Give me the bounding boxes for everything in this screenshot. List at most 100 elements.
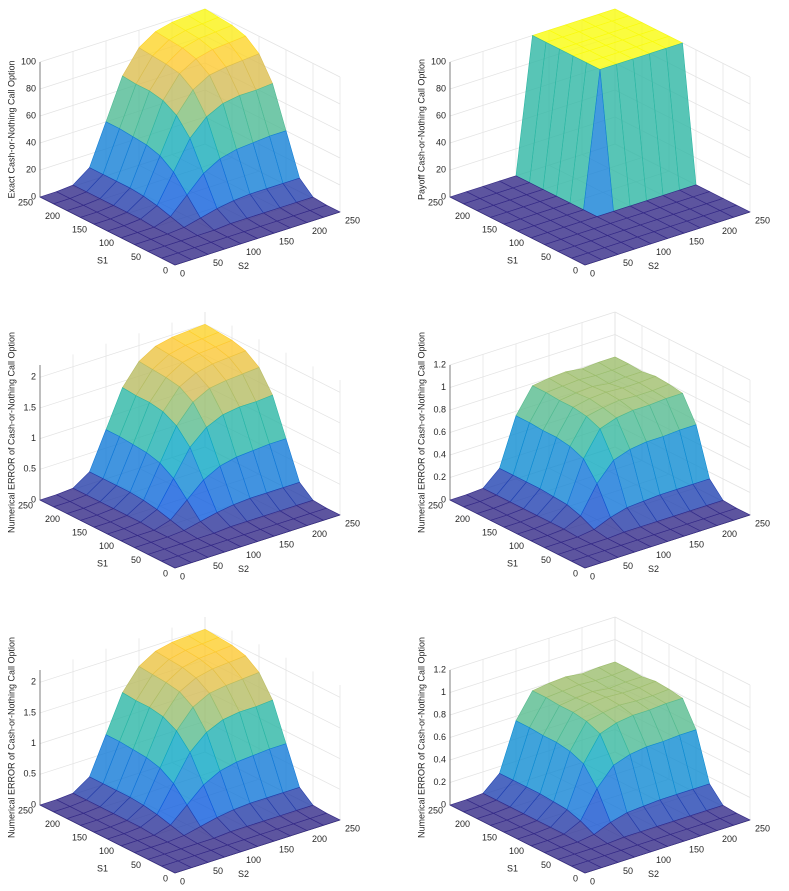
z-tick-label: 1 — [31, 738, 36, 748]
x-tick-label: 200 — [312, 529, 327, 539]
z-tick-label: 0 — [31, 494, 36, 504]
x-axis-label: S2 — [238, 564, 249, 574]
z-tick-label: 80 — [26, 83, 36, 93]
y-tick-label: 100 — [99, 238, 114, 248]
y-tick-label: 100 — [509, 846, 524, 856]
y-tick-label: 250 — [18, 805, 33, 815]
y-tick-label: 0 — [163, 873, 168, 883]
z-tick-label: 100 — [431, 56, 446, 66]
z-tick-label: 1 — [31, 433, 36, 443]
z-tick-label: 0.5 — [23, 464, 36, 474]
wall-grid-line — [449, 311, 616, 366]
y-tick-label: 0 — [573, 873, 578, 883]
wall-grid-line — [614, 311, 751, 381]
x-tick-label: 100 — [656, 855, 671, 865]
y-axis-label: S1 — [507, 863, 518, 873]
y-tick-label: 50 — [131, 555, 141, 565]
y-tick-label: 200 — [45, 211, 60, 221]
x-tick-label: 100 — [246, 550, 261, 560]
z-tick-label: 0.6 — [433, 732, 446, 742]
z-axis-label: Payoff Cash-or-Nothing Call Option — [416, 59, 426, 200]
wall-grid-line — [204, 323, 341, 393]
wall-grid-line — [204, 8, 341, 78]
x-axis-label: S2 — [648, 869, 659, 879]
x-tick-label: 0 — [180, 268, 185, 278]
y-tick-label: 100 — [99, 541, 114, 551]
x-tick-label: 250 — [345, 215, 360, 225]
surface-plot: 05010015020025005010015020025000.20.40.6… — [416, 311, 770, 581]
x-axis-label: S2 — [648, 564, 659, 574]
y-tick-label: 250 — [428, 197, 443, 207]
x-tick-label: 100 — [656, 247, 671, 257]
y-tick-label: 250 — [428, 805, 443, 815]
y-tick-label: 0 — [573, 265, 578, 275]
x-tick-label: 50 — [623, 258, 633, 268]
z-tick-label: 0 — [441, 494, 446, 504]
x-tick-label: 50 — [213, 258, 223, 268]
surface-plot: 0501001502002500501001502002500204060801… — [6, 8, 360, 278]
y-tick-label: 100 — [509, 541, 524, 551]
surface-plot: 05010015020025005010015020025000.511.52N… — [6, 312, 360, 581]
surface-patch — [160, 252, 193, 266]
wall-grid-line — [449, 616, 616, 671]
x-tick-label: 0 — [590, 268, 595, 278]
y-tick-label: 150 — [72, 833, 87, 843]
z-tick-label: 0 — [31, 799, 36, 809]
x-tick-label: 200 — [722, 529, 737, 539]
y-tick-label: 200 — [45, 819, 60, 829]
x-tick-label: 250 — [345, 518, 360, 528]
x-tick-label: 0 — [590, 876, 595, 886]
surface-patch — [570, 252, 603, 266]
y-tick-label: 250 — [428, 500, 443, 510]
surface-patch — [160, 860, 193, 874]
z-tick-label: 0.2 — [433, 472, 446, 482]
z-tick-label: 0.8 — [433, 709, 446, 719]
z-tick-label: 40 — [26, 137, 36, 147]
z-tick-label: 80 — [436, 83, 446, 93]
x-tick-label: 50 — [623, 561, 633, 571]
y-tick-label: 150 — [72, 528, 87, 538]
y-tick-label: 250 — [18, 197, 33, 207]
x-tick-label: 100 — [656, 550, 671, 560]
y-tick-label: 200 — [455, 819, 470, 829]
x-tick-label: 50 — [213, 561, 223, 571]
x-tick-label: 50 — [213, 866, 223, 876]
z-tick-label: 0 — [441, 191, 446, 201]
wall-grid-line — [614, 356, 751, 426]
z-tick-label: 1 — [441, 687, 446, 697]
x-tick-label: 0 — [180, 571, 185, 581]
z-axis-label: Numerical ERROR of Cash-or-Nothing Call … — [6, 637, 16, 838]
x-tick-label: 200 — [312, 226, 327, 236]
y-tick-label: 0 — [163, 568, 168, 578]
wall-grid-line — [39, 8, 206, 63]
x-tick-label: 0 — [590, 571, 595, 581]
z-tick-label: 0 — [441, 799, 446, 809]
wall-grid-line — [39, 323, 206, 378]
y-tick-label: 250 — [18, 500, 33, 510]
surface-patch — [160, 555, 193, 569]
wall-grid-line — [614, 661, 751, 731]
y-axis-label: S1 — [97, 255, 108, 265]
x-axis-label: S2 — [238, 869, 249, 879]
y-tick-label: 150 — [482, 528, 497, 538]
z-tick-label: 1.5 — [23, 707, 36, 717]
x-tick-label: 250 — [345, 823, 360, 833]
y-axis-label: S1 — [97, 558, 108, 568]
z-tick-label: 1 — [441, 382, 446, 392]
x-tick-label: 150 — [279, 540, 294, 550]
wall-grid-line — [449, 334, 616, 388]
wall-grid-line — [204, 628, 341, 698]
x-tick-label: 150 — [689, 237, 704, 247]
z-tick-label: 0.8 — [433, 404, 446, 414]
y-tick-label: 100 — [509, 238, 524, 248]
z-tick-label: 100 — [21, 56, 36, 66]
surface-plot: 0501001502002500501001502002500204060801… — [416, 8, 770, 278]
x-tick-label: 100 — [246, 247, 261, 257]
z-tick-label: 0.4 — [433, 754, 446, 764]
y-tick-label: 50 — [541, 555, 551, 565]
x-tick-label: 250 — [755, 823, 770, 833]
y-tick-label: 50 — [131, 860, 141, 870]
y-tick-label: 200 — [455, 211, 470, 221]
z-tick-label: 0.4 — [433, 449, 446, 459]
y-tick-label: 50 — [131, 252, 141, 262]
